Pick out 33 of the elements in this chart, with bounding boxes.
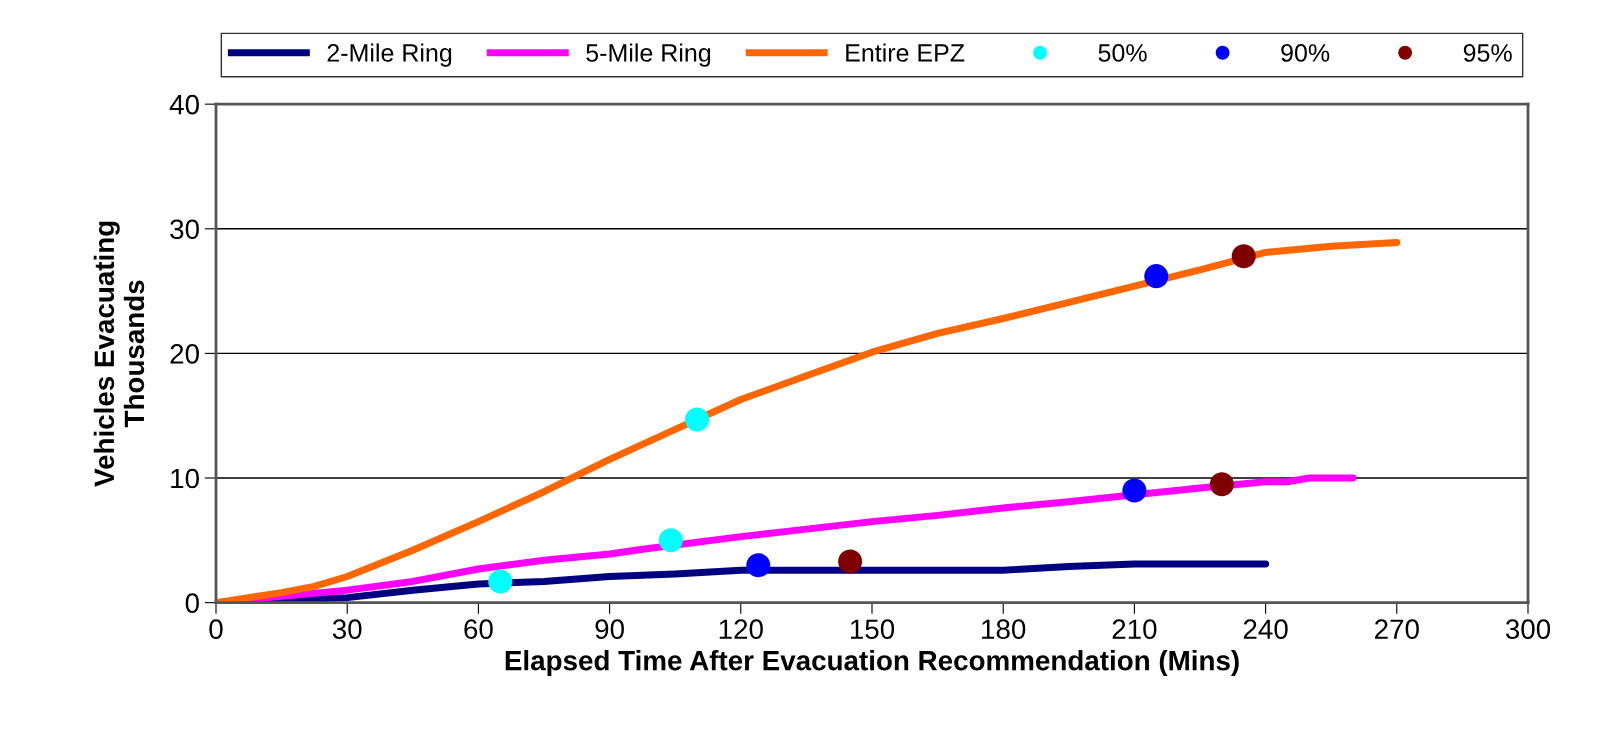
y-tick-label: 10 xyxy=(171,468,199,489)
legend-label: 5-Mile Ring xyxy=(586,43,711,67)
point xyxy=(1209,472,1234,497)
legend-label: 90% xyxy=(1281,44,1330,62)
x-tick-label: 300 xyxy=(1505,619,1551,640)
x-tick-label: 120 xyxy=(719,619,763,640)
x-tick-label: 90 xyxy=(595,619,624,640)
y-axis-title: Vehicles Evacuating Thousands xyxy=(93,221,145,487)
y-tick-label: 0 xyxy=(185,593,199,613)
x-axis-title: Elapsed Time After Evacuation Recommendation (Mins) xyxy=(505,650,1239,676)
point xyxy=(658,528,683,553)
point xyxy=(488,569,513,594)
legend-label: Entire EPZ xyxy=(846,43,965,62)
y-tick-label: 20 xyxy=(170,344,199,364)
x-tick-label: 150 xyxy=(850,619,895,640)
x-tick-label: 180 xyxy=(982,619,1026,640)
point xyxy=(746,553,771,578)
point xyxy=(1231,244,1256,269)
x-tick-label: 30 xyxy=(332,619,362,640)
point xyxy=(1144,264,1169,289)
legend-label: 2-Mile Ring xyxy=(327,43,452,67)
x-tick-label: 210 xyxy=(1112,619,1157,640)
x-tick-label: 60 xyxy=(464,619,493,640)
legend-label: 50% xyxy=(1098,44,1147,62)
point xyxy=(685,407,710,432)
x-tick-label: 0 xyxy=(209,619,223,640)
x-tick-label: 270 xyxy=(1375,619,1419,640)
point xyxy=(838,549,863,574)
y-tick-label: 40 xyxy=(169,94,199,115)
y-tick-label: 30 xyxy=(170,219,199,240)
x-tick-label: 240 xyxy=(1243,619,1288,640)
legend-label: 95% xyxy=(1463,44,1512,62)
point xyxy=(1122,478,1147,503)
